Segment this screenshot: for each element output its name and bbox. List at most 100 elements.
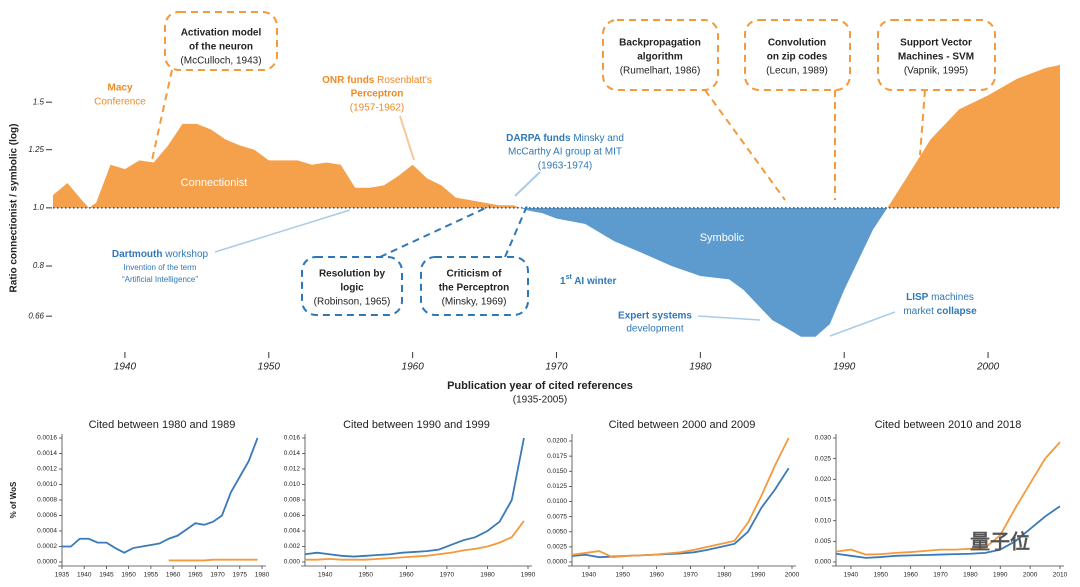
line: [571, 437, 790, 559]
annotation: “Artificial Intelligence”: [122, 275, 198, 284]
y-tick-label: 0.006: [284, 512, 301, 519]
x-tick-label: 1980: [689, 362, 712, 373]
annotation: on zip codes: [767, 52, 828, 63]
area-label: Symbolic: [700, 232, 745, 244]
x-tick-label: 2000: [785, 572, 800, 579]
annotation: Macy: [107, 83, 132, 94]
annotation: 1st AI winter: [560, 274, 617, 287]
x-tick-label: 1990: [751, 572, 766, 579]
x-tick-label: 1950: [121, 572, 136, 579]
annotation-box: [301, 256, 403, 316]
y-tick-label: 0.020: [815, 476, 832, 483]
y-tick-label: 0.8: [33, 261, 45, 270]
leader: [504, 205, 528, 258]
annotation-box: [744, 19, 851, 91]
annotation: (Vapnik, 1995): [904, 66, 968, 77]
y-tick-label: 1.25: [28, 145, 44, 154]
annotation: Support Vector: [900, 38, 972, 49]
y-tick-label: 0.0002: [37, 543, 57, 550]
y-tick-label: 0.66: [28, 311, 44, 320]
annotation: Conference: [94, 97, 146, 108]
annotation: Dartmouth workshop: [112, 249, 209, 260]
x-axis-sublabel: (1935-2005): [513, 395, 567, 406]
y-tick-label: 0.000: [284, 559, 301, 566]
y-tick-label: 0.000: [815, 559, 832, 566]
y-tick-label: 0.0175: [547, 453, 567, 460]
leader: [919, 89, 926, 156]
x-tick-label: 1990: [521, 572, 536, 579]
y-tick-label: 0.0006: [37, 512, 57, 519]
leader: [151, 69, 173, 161]
annotation: (McCulloch, 1943): [180, 56, 261, 67]
annotation: Activation model: [181, 28, 262, 39]
y-tick-label: 0.0075: [547, 513, 567, 520]
annotation-box: [877, 19, 996, 91]
y-tick-label: 1.0: [33, 203, 45, 212]
x-tick-label: 2010: [1053, 572, 1068, 579]
x-tick-label: 1945: [99, 572, 114, 579]
y-tick-label: 0.0150: [547, 468, 567, 475]
line: [62, 437, 259, 554]
chart-title: Cited between 1990 and 1999: [343, 419, 490, 431]
x-axis-label: Publication year of cited references: [447, 380, 633, 392]
x-tick-label: 1980: [963, 572, 978, 579]
x-tick-label: 1940: [114, 362, 137, 373]
annotation-box: [164, 11, 278, 71]
annotation: Resolution by: [319, 269, 386, 280]
annotation-part: machines: [928, 292, 974, 303]
leader: [514, 171, 541, 197]
annotation: Convolution: [768, 38, 826, 49]
y-tick-label: 0.030: [815, 435, 832, 442]
line: [571, 467, 790, 559]
x-tick-label: 1940: [318, 572, 333, 579]
annotation-part: AI winter: [572, 276, 617, 287]
x-tick-label: 1950: [874, 572, 889, 579]
annotation-part: LISP: [906, 292, 929, 303]
y-tick-label: 0.008: [284, 497, 301, 504]
x-tick-label: 1950: [616, 572, 631, 579]
annotation-part: collapse: [937, 306, 977, 317]
line: [835, 505, 1061, 559]
annotation: development: [626, 324, 683, 335]
annotation: (Rumelhart, 1986): [620, 66, 701, 77]
annotation: the Perceptron: [439, 283, 510, 294]
x-tick-label: 1990: [993, 572, 1008, 579]
x-tick-label: 1955: [144, 572, 159, 579]
x-tick-label: 2000: [976, 362, 1000, 373]
y-tick-label: 0.0010: [37, 481, 57, 488]
x-tick-label: 1940: [582, 572, 597, 579]
y-tick-label: 0.0014: [37, 450, 57, 457]
y-axis-label: Ratio connectionist / symbolic (log): [9, 124, 20, 293]
annotation: of the neuron: [189, 42, 253, 53]
x-tick-label: 1940: [77, 572, 92, 579]
x-tick-label: 2000: [1023, 572, 1038, 579]
annotation-part: DARPA funds: [506, 133, 571, 144]
annotation: (Robinson, 1965): [314, 297, 391, 308]
y-tick-label: 0.005: [815, 538, 832, 545]
leader: [697, 315, 761, 321]
small-charts: Cited between 1980 and 1989 % of WoS 0.000…: [9, 419, 1068, 579]
annotation-part: workshop: [162, 249, 208, 260]
x-tick-label: 1940: [844, 572, 859, 579]
annotation-part: market: [903, 306, 936, 317]
y-tick-label: 0.0100: [547, 498, 567, 505]
y-tick-label: 0.0000: [547, 559, 567, 566]
annotation: Backpropagation: [619, 38, 701, 49]
y-tick-label: 0.0125: [547, 483, 567, 490]
x-tick-label: 1980: [255, 572, 270, 579]
chart-title: Cited between 1980 and 1989: [89, 419, 236, 431]
x-tick-label: 1970: [683, 572, 698, 579]
annotation: Invention of the term: [124, 263, 197, 272]
annotation: Criticism of: [446, 269, 502, 280]
annotation: DARPA funds Minsky and: [506, 133, 624, 144]
annotation: algorithm: [637, 52, 683, 63]
annotation: market collapse: [903, 306, 977, 317]
x-tick-label: 1960: [166, 572, 181, 579]
y-tick-label: 0.016: [284, 435, 301, 442]
line: [304, 437, 525, 558]
annotation-part: st: [566, 274, 573, 281]
x-tick-label: 1970: [210, 572, 225, 579]
y-tick-label: 0.0004: [37, 528, 57, 535]
y-tick-label: 0.004: [284, 528, 301, 535]
